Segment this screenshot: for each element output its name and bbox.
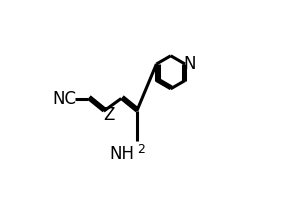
Text: NC: NC: [53, 89, 77, 108]
Text: 2: 2: [137, 143, 144, 156]
Text: Z: Z: [103, 106, 114, 124]
Text: N: N: [184, 55, 196, 73]
Text: NH: NH: [110, 145, 135, 163]
